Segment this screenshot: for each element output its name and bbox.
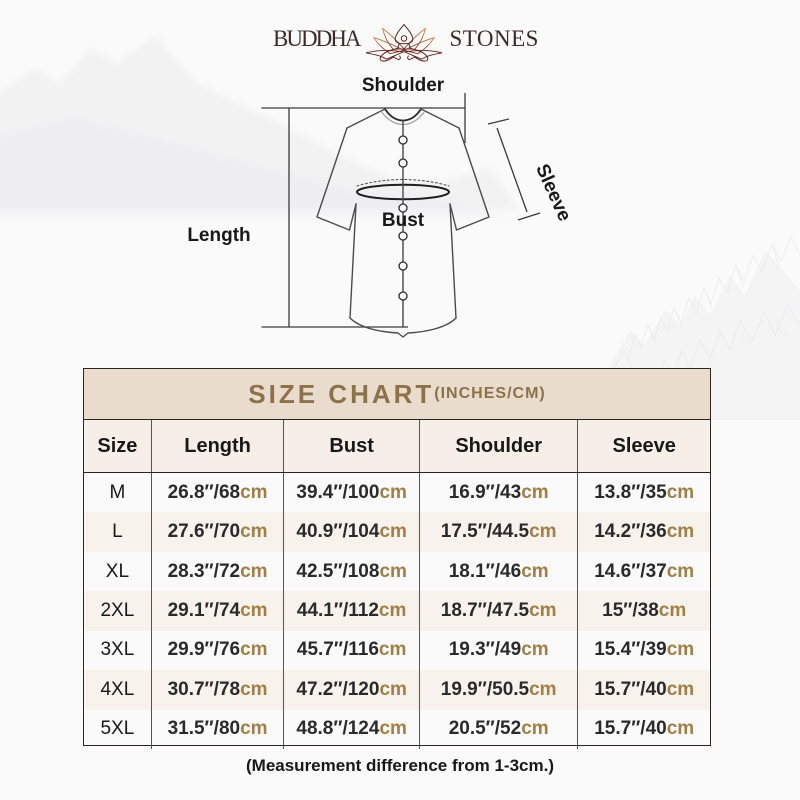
svg-text:Shoulder: Shoulder xyxy=(362,75,445,96)
svg-text:Bust: Bust xyxy=(382,210,425,231)
svg-text:Sleeve: Sleeve xyxy=(531,161,575,225)
svg-text:Length: Length xyxy=(187,225,250,246)
